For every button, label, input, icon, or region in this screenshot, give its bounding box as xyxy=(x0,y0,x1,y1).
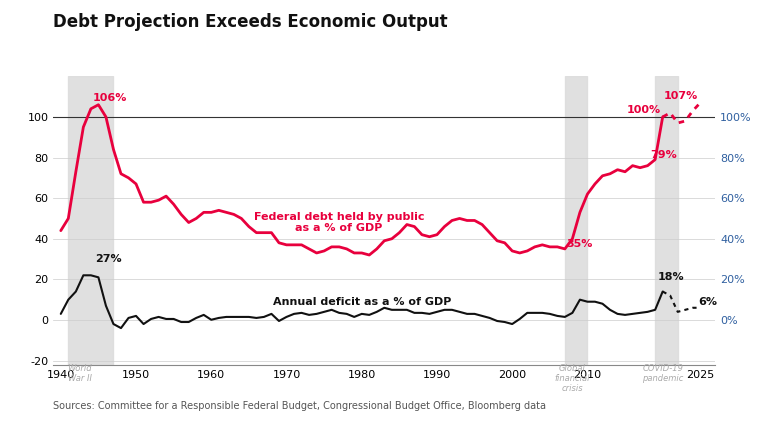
Text: Global
financial
crisis: Global financial crisis xyxy=(555,364,590,393)
Text: 100%: 100% xyxy=(626,105,661,115)
Text: 79%: 79% xyxy=(650,150,677,159)
Text: Federal debt held by public
as a % of GDP: Federal debt held by public as a % of GD… xyxy=(254,212,425,233)
Text: Annual deficit as a % of GDP: Annual deficit as a % of GDP xyxy=(272,297,451,307)
Bar xyxy=(565,76,587,365)
Text: Sources: Committee for a Responsible Federal Budget, Congressional Budget Office: Sources: Committee for a Responsible Fed… xyxy=(53,401,546,411)
Text: 18%: 18% xyxy=(658,272,684,282)
Text: 6%: 6% xyxy=(698,297,717,307)
Text: COVID-19
pandemic: COVID-19 pandemic xyxy=(642,364,683,383)
Text: World
War II: World War II xyxy=(67,364,92,383)
Text: 106%: 106% xyxy=(93,93,128,103)
Bar xyxy=(655,76,678,365)
Text: 35%: 35% xyxy=(566,239,593,249)
Text: 27%: 27% xyxy=(94,254,121,264)
Text: Debt Projection Exceeds Economic Output: Debt Projection Exceeds Economic Output xyxy=(53,13,448,31)
Bar xyxy=(68,76,113,365)
Text: 107%: 107% xyxy=(664,91,698,100)
